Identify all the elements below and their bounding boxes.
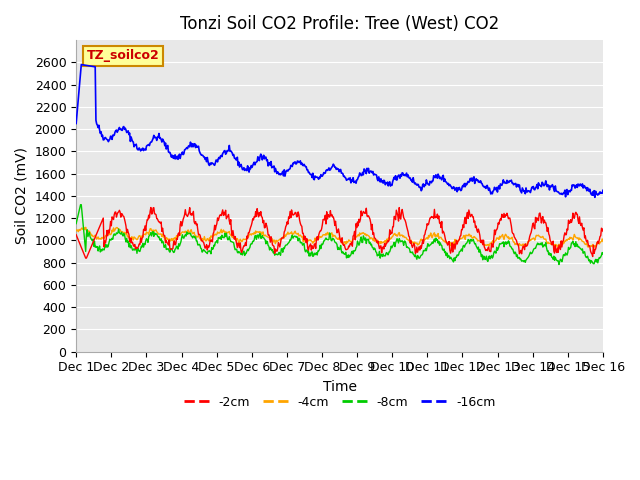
X-axis label: Time: Time — [323, 380, 356, 394]
Title: Tonzi Soil CO2 Profile: Tree (West) CO2: Tonzi Soil CO2 Profile: Tree (West) CO2 — [180, 15, 499, 33]
Legend: -2cm, -4cm, -8cm, -16cm: -2cm, -4cm, -8cm, -16cm — [179, 391, 500, 414]
Text: TZ_soilco2: TZ_soilco2 — [86, 49, 159, 62]
Y-axis label: Soil CO2 (mV): Soil CO2 (mV) — [15, 147, 29, 244]
